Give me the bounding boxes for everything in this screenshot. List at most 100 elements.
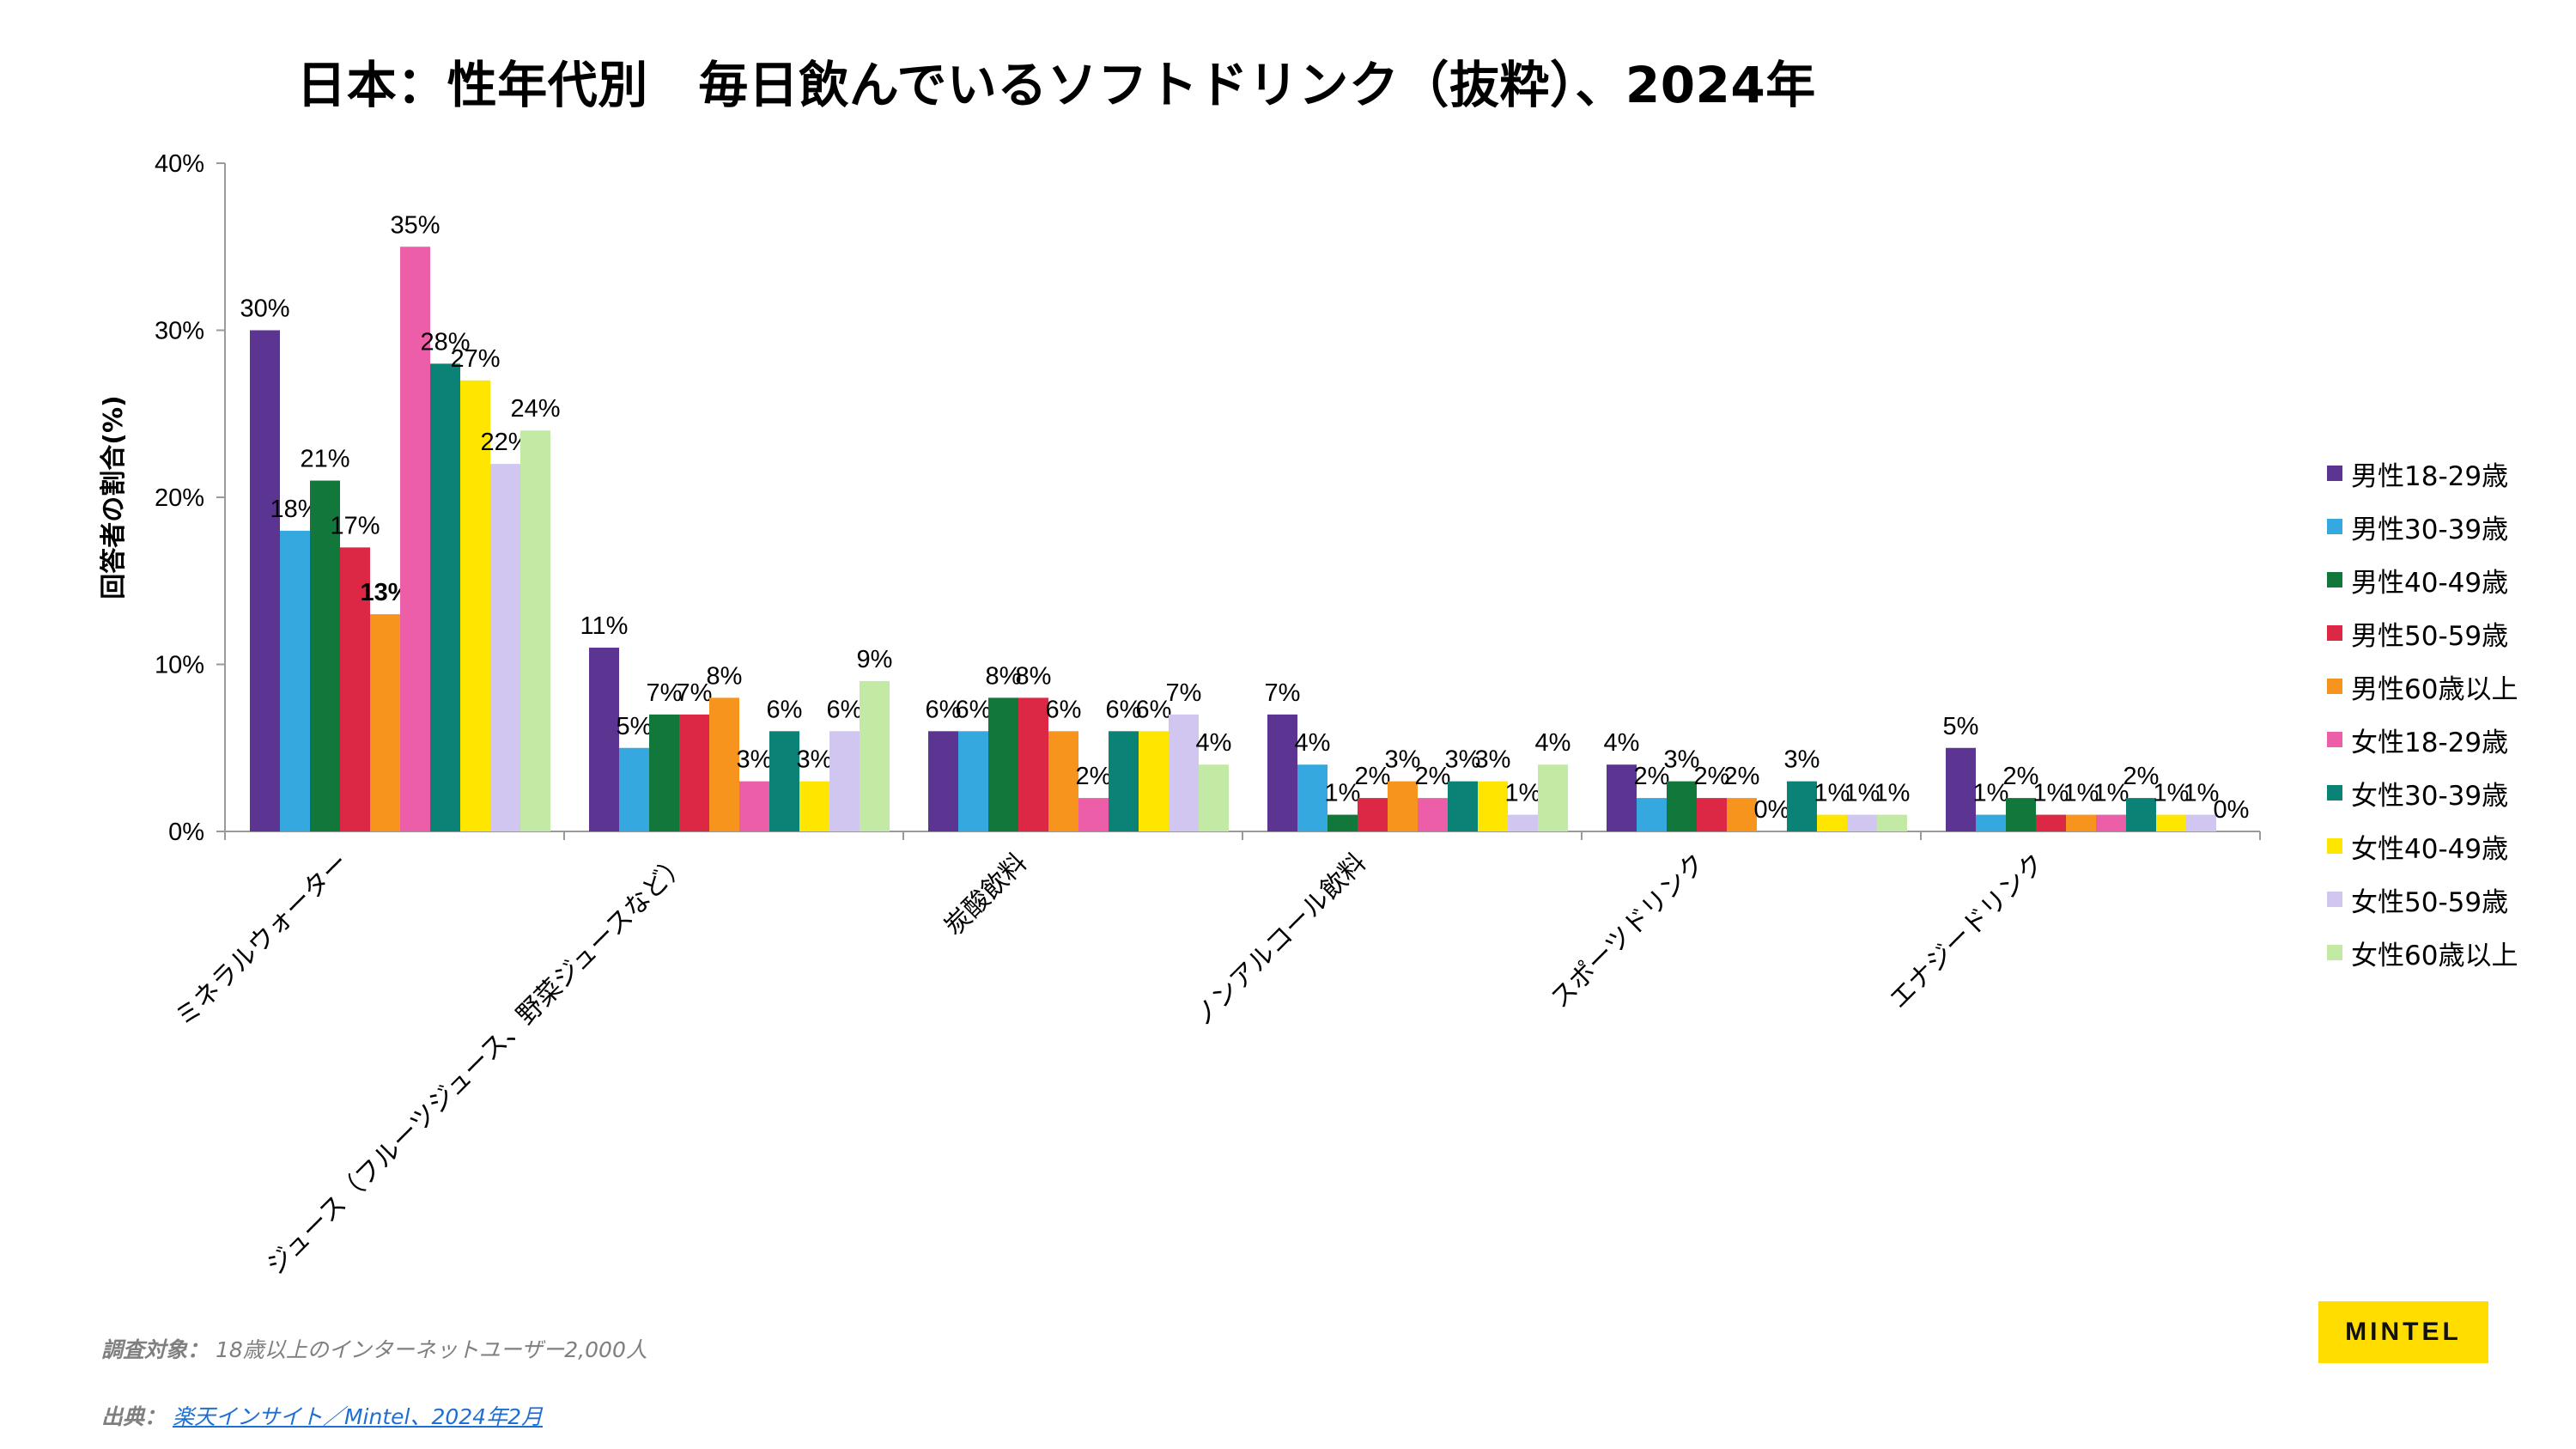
legend-item: 男性30-39歳 [2327, 500, 2518, 553]
data-label: 7% [647, 679, 683, 707]
data-label: 11% [580, 612, 629, 640]
data-label: 6% [1106, 696, 1142, 723]
legend-swatch [2327, 679, 2342, 694]
data-label: 3% [1664, 746, 1700, 774]
bar [310, 480, 340, 831]
mintel-logo: MINTEL [2318, 1301, 2488, 1363]
data-label: 6% [956, 696, 992, 723]
data-label: 7% [1166, 679, 1202, 707]
y-tick-label: 10% [155, 652, 204, 679]
category-label: エナジードリンク [1884, 848, 2050, 1014]
legend-label: 男性50-59歳 [2351, 620, 2509, 652]
category-label: ノンアルコール飲料 [1188, 848, 1372, 1032]
bar [769, 731, 799, 831]
data-label: 3% [1445, 746, 1481, 774]
bar [1267, 714, 1297, 831]
data-label: 2% [1415, 763, 1451, 790]
legend-item: 女性50-59歳 [2327, 873, 2518, 926]
bar [649, 714, 679, 831]
bar [2066, 814, 2096, 831]
legend-swatch [2327, 892, 2342, 907]
bar [1976, 814, 2006, 831]
bar [1478, 781, 1508, 831]
data-label: 1% [1505, 780, 1541, 807]
legend-swatch [2327, 785, 2342, 801]
chart-title: 日本：性年代別 毎日飲んでいるソフトドリンク（抜粋）、2024年 [296, 56, 1816, 114]
source-note: 出典： 楽天インサイト／Mintel、2024年2月 [101, 1400, 543, 1431]
bar [1667, 781, 1697, 831]
bar [1946, 747, 1976, 831]
bar [1418, 798, 1448, 831]
legend-label: 男性60歳以上 [2351, 673, 2518, 705]
legend: 男性18-29歳 男性30-39歳 男性40-49歳 男性50-59歳 男性60歳以上女… [2327, 447, 2518, 979]
data-label: 6% [926, 696, 962, 723]
data-label: 24% [510, 395, 560, 423]
legend-item: 男性50-59歳 [2327, 606, 2518, 660]
y-tick-label: 20% [155, 484, 204, 512]
legend-label: 男性40-49歳 [2351, 567, 2509, 599]
data-label: 1% [1874, 780, 1911, 807]
bar [280, 530, 310, 831]
legend-item: 女性18-29歳 [2327, 713, 2518, 766]
legend-label: 女性40-49歳 [2351, 833, 2509, 865]
data-label: 8% [1016, 662, 1052, 690]
bar [1199, 764, 1229, 831]
data-label: 8% [986, 662, 1022, 690]
bar [1817, 814, 1847, 831]
legend-label: 女性60歳以上 [2351, 940, 2518, 971]
bar [1787, 781, 1817, 831]
data-label: 3% [1784, 746, 1820, 774]
bar [520, 430, 550, 831]
bar [1109, 731, 1139, 831]
data-label: 8% [707, 662, 743, 690]
bar [2186, 814, 2216, 831]
data-label: 3% [737, 746, 773, 774]
data-label: 0% [1754, 796, 1790, 824]
data-label: 1% [2033, 780, 2069, 807]
legend-swatch [2327, 838, 2342, 854]
data-label: 6% [767, 696, 803, 723]
footnote-label: 調査対象： [101, 1337, 210, 1362]
data-label: 1% [2154, 780, 2190, 807]
bar [860, 680, 890, 831]
bar [988, 697, 1018, 831]
y-tick-label: 30% [155, 318, 204, 345]
data-label: 2% [1355, 763, 1391, 790]
bar [1018, 697, 1048, 831]
bar [829, 731, 860, 831]
data-label: 6% [1136, 696, 1172, 723]
data-label: 4% [1295, 729, 1331, 757]
data-label: 0% [2214, 796, 2250, 824]
legend-item: 女性40-49歳 [2327, 819, 2518, 873]
data-label: 6% [827, 696, 863, 723]
bar [928, 731, 958, 831]
footnote-text: 18歳以上のインターネットユーザー2,000人 [209, 1337, 647, 1362]
data-label: 9% [857, 646, 893, 673]
bar [460, 380, 490, 832]
category-label: ジュース（フルーツジュース、野菜ジュースなど） [261, 848, 695, 1282]
data-label: 3% [1475, 746, 1511, 774]
legend-swatch [2327, 466, 2342, 481]
legend-label: 女性50-59歳 [2351, 886, 2509, 918]
data-label: 2% [2003, 763, 2039, 790]
legend-item: 男性18-29歳 [2327, 447, 2518, 500]
bar [2006, 798, 2036, 831]
legend-item: 女性60歳以上 [2327, 926, 2518, 979]
data-label: 7% [677, 679, 713, 707]
bar [1508, 814, 1538, 831]
legend-swatch [2327, 519, 2342, 534]
data-label: 28% [420, 328, 470, 356]
survey-footnote: 調査対象： 18歳以上のインターネットユーザー2,000人 [101, 1333, 647, 1364]
data-label: 1% [1973, 780, 2009, 807]
data-label: 17% [330, 512, 380, 539]
bar [619, 747, 649, 831]
bar [1538, 764, 1568, 831]
data-label: 3% [797, 746, 833, 774]
bar [2126, 798, 2156, 831]
source-link[interactable]: 楽天インサイト／Mintel、2024年2月 [172, 1404, 543, 1429]
bar [1847, 814, 1877, 831]
legend-label: 女性30-39歳 [2351, 780, 2509, 812]
bar [2036, 814, 2066, 831]
bar [799, 781, 829, 831]
data-label: 2% [1076, 763, 1112, 790]
